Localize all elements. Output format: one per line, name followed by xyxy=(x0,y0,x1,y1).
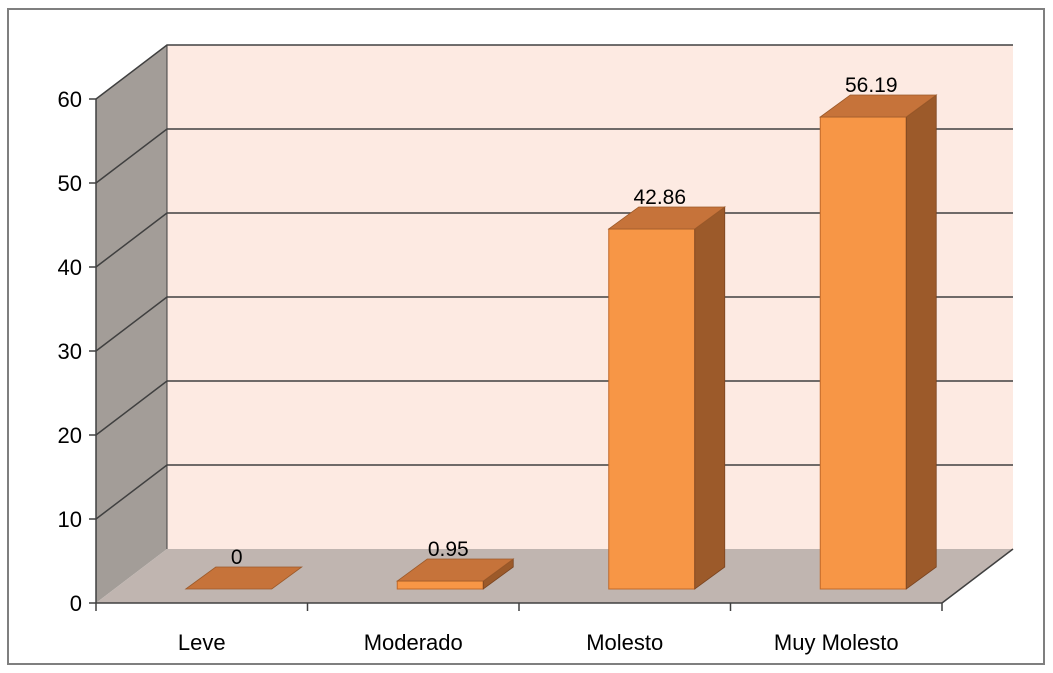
category-labels: Leve Moderado Molesto Muy Molesto xyxy=(178,630,899,655)
bar-top xyxy=(396,558,515,582)
bar-side xyxy=(905,94,937,590)
bar-front xyxy=(608,228,696,590)
floor-edge xyxy=(941,548,1014,604)
category-label: Muy Molesto xyxy=(774,630,899,655)
y-tick-label: 40 xyxy=(58,255,82,280)
bar xyxy=(607,206,726,590)
category-label: Moderado xyxy=(364,630,463,655)
bars xyxy=(184,94,938,590)
bar xyxy=(184,566,303,590)
bar-top xyxy=(184,566,303,590)
x-axis-ticks xyxy=(95,603,943,611)
bar-front xyxy=(396,580,484,590)
bar xyxy=(819,94,938,590)
data-label: 42.86 xyxy=(633,186,686,209)
bar-top xyxy=(819,94,938,118)
y-tick-label: 30 xyxy=(58,339,82,364)
bar xyxy=(396,558,515,590)
data-labels: 0 0.95 42.86 56.19 xyxy=(231,74,898,569)
bar-front xyxy=(819,116,907,590)
category-label: Leve xyxy=(178,630,226,655)
floor xyxy=(96,549,1013,603)
y-tick-label: 0 xyxy=(70,591,82,616)
y-tick-label: 60 xyxy=(58,87,82,112)
bar-side xyxy=(694,206,726,590)
data-label: 56.19 xyxy=(845,74,898,97)
y-tick-label: 50 xyxy=(58,171,82,196)
data-label: 0 xyxy=(231,546,243,569)
y-tick-label: 10 xyxy=(58,507,82,532)
data-label: 0.95 xyxy=(428,538,469,561)
category-label: Molesto xyxy=(586,630,663,655)
bar-top xyxy=(607,206,726,230)
y-tick-label: 20 xyxy=(58,423,82,448)
y-axis-ticks: 0 10 20 30 40 50 60 xyxy=(58,87,96,616)
